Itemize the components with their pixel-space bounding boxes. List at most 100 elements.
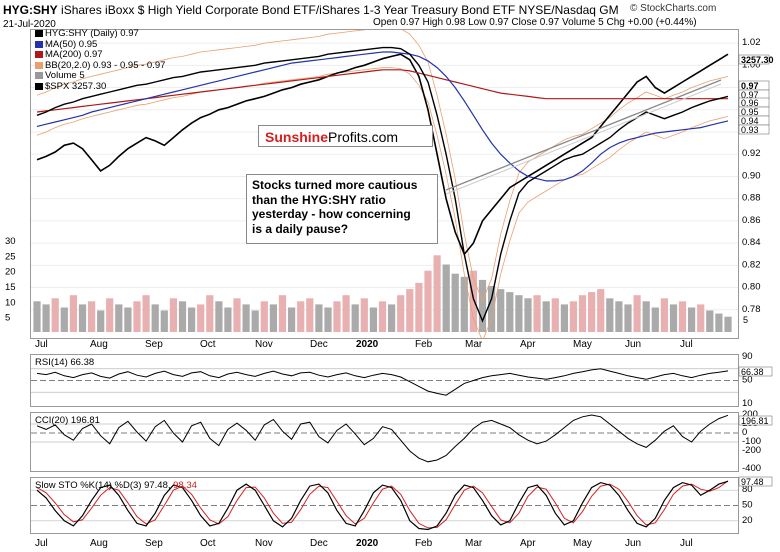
volume-bar [51,298,59,332]
month-label: Mar [465,339,483,350]
volume-bar [578,295,587,332]
rsi-axis-tick: 90 [742,351,753,362]
price-callout: 0.95 [741,107,759,117]
volume-bar [42,304,50,332]
volume-bar [342,295,350,332]
price-callout-box [738,97,770,108]
legend-item-ma50: MA(50) 0.95 [35,39,165,51]
symbol-label: HYG:SHY [3,3,58,17]
chart-date: 21-Jul-2020 [3,19,56,30]
legend-item-price: HYG:SHY (Daily) 0.97 [35,28,165,40]
volume-bar [369,307,377,332]
price-axis-tick: 0.82 [742,259,761,270]
indicator-callout: 196.81 [741,416,769,426]
volume-bar [378,301,387,332]
legend-swatch-ma200 [35,51,43,59]
month-label: 2020 [356,538,379,549]
volume-bar [669,304,678,332]
month-label: Jul [35,339,48,350]
cci-axis-tick: -200 [742,445,761,456]
volume-bar [560,304,568,332]
rsi-line [36,368,729,396]
chart-header-title: HYG:SHY iShares iBoxx $ High Yield Corpo… [3,3,619,17]
indicator-callout-box [738,476,773,487]
price-callout: 0.97 [741,81,759,91]
volume-bar [488,286,496,332]
price-axis-tick: 0.86 [742,215,761,226]
volume-axis-tick: 10 [5,297,16,308]
indicator-callout-box [738,415,773,426]
volume-bar [397,295,405,332]
month-label: Jul [680,538,693,549]
stoch-d-line [36,480,729,529]
annotation-line: yesterday - how concerning [252,207,411,222]
volume-bar [615,301,623,332]
price-axis-tick: 0.92 [742,148,761,159]
volume-bar [224,307,232,332]
cci-line [36,414,729,463]
ma200-line [36,69,728,113]
volume-bar [606,298,614,332]
month-label: Oct [200,339,216,350]
volume-bar [715,313,723,332]
annotation-line: Stocks turned more cautious [252,178,418,192]
logo-brand: Sunshine [265,129,329,145]
stoch-d-value: 98.34 [173,480,197,491]
price-axis-tick: 1.00 [742,59,761,70]
price-axis-tick: 0.96 [742,104,761,115]
volume-bar [106,298,114,332]
volume-axis-tick: 20 [5,267,16,278]
volume-axis-tick: 30 [5,236,16,247]
month-label: Apr [520,339,536,350]
month-label: Jul [680,339,693,350]
volume-bar [433,255,441,332]
month-label: Dec [310,538,328,549]
month-label: Apr [520,538,536,549]
volume-bar [169,298,177,332]
volume-bar [197,304,205,332]
price-legend: HYG:SHY (Daily) 0.97 MA(50) 0.95 MA(200)… [35,28,165,93]
price-line [36,46,729,323]
price-callout-box [738,54,770,65]
rsi-pane: RSI(14) 66.38 [30,354,739,407]
volume-bar [469,270,477,332]
cci-title: CCI(20) 196.81 [35,415,100,426]
cci-axis-tick: 200 [742,409,758,420]
indicator-callout: 97.48 [741,477,764,487]
price-axis-tick: 0.90 [742,170,761,181]
volume-bar [642,301,650,332]
cci-axis-tick: -400 [742,463,761,474]
volume-bar [351,304,359,332]
volume-bar [697,304,705,332]
cci-axis-tick: -100 [742,436,761,447]
volume-bar [588,292,596,332]
symbol-description: iShares iBoxx $ High Yield Corporate Bon… [61,3,619,17]
month-label: Nov [255,538,273,549]
volume-bar [324,307,332,332]
volume-bar [60,307,68,332]
volume-bar [678,301,687,332]
price-axis-tick: 1.02 [742,37,761,48]
month-label: May [573,339,592,350]
rsi-axis-tick: 10 [742,398,753,409]
volume-bar [533,295,541,332]
month-label: Mar [465,538,483,549]
legend-item-bb: BB(20,2.0) 0.93 - 0.95 - 0.97 [35,60,165,72]
price-axis-tick: 0.94 [742,126,761,137]
bb-lower-line [36,67,729,342]
volume-bar [660,298,668,332]
volume-bar [206,295,214,332]
indicator-callout-box [738,366,773,377]
volume-bar [142,295,150,332]
volume-bar [551,298,559,332]
legend-swatch-ma50 [35,40,43,48]
volume-bar [688,307,696,332]
volume-axis-tick: 25 [5,251,16,262]
volume-callout: 5 [743,315,748,325]
annotation-box: Stocks turned more cautious than the HYG… [246,174,438,244]
volume-bar [151,304,159,332]
price-axis-tick: 0.98 [742,82,761,93]
price-callout-box [738,89,770,100]
cci-axis-tick: 100 [742,418,758,429]
volume-bar [297,301,305,332]
